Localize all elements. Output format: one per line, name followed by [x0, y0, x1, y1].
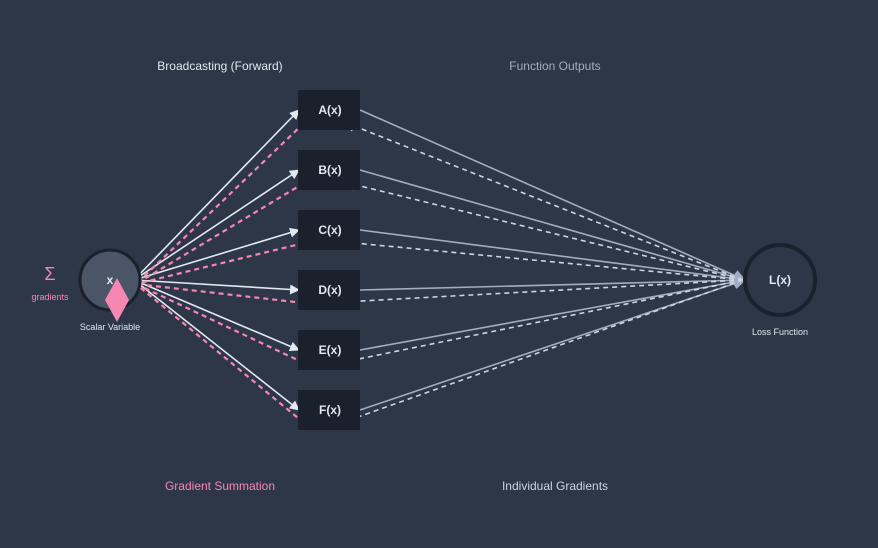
function-node-label: A(x) [318, 103, 341, 117]
gradient-edges [135, 122, 305, 424]
gradient-summation-label: Gradient Summation [165, 479, 275, 493]
backward-edge-fx [343, 279, 744, 424]
function-node-fx: F(x) [298, 390, 360, 430]
function-node-ax: A(x) [298, 90, 360, 130]
broadcasting-label: Broadcasting (Forward) [157, 59, 282, 73]
output-edge-fx [359, 277, 746, 411]
sigma-icon: Σ [44, 264, 55, 284]
output-edge-ex [359, 276, 746, 351]
forward-edges [133, 109, 300, 411]
sum-marker: Σ gradients [31, 264, 69, 302]
forward-edge-ax [133, 109, 300, 281]
sum-marker-caption: gradients [31, 292, 69, 302]
output-edges [359, 109, 746, 411]
output-edge-ax [359, 109, 746, 282]
function-node-box [298, 210, 360, 250]
output-edge-cx [359, 229, 746, 285]
input-node-symbol: x [107, 273, 114, 287]
forward-edge-ex [133, 279, 300, 352]
forward-edge-bx [133, 169, 300, 281]
gradient-edge-bx [135, 182, 305, 285]
function-node-box [298, 390, 360, 430]
function-node-bx: B(x) [298, 150, 360, 190]
forward-edge-cx [133, 227, 300, 281]
function-node-box [298, 330, 360, 370]
function-nodes: A(x) B(x) C(x) D(x) E(x) F(x) [298, 90, 360, 430]
backward-edge-cx [343, 237, 744, 281]
forward-edge-dx [133, 279, 300, 295]
gradient-edge-fx [135, 283, 305, 424]
function-node-label: B(x) [318, 163, 341, 177]
function-node-dx: D(x) [298, 270, 360, 310]
loss-node-symbol: L(x) [769, 273, 791, 287]
function-node-box [298, 150, 360, 190]
function-node-box [298, 270, 360, 310]
backward-edge-ax [343, 120, 744, 281]
input-node: x Scalar Variable [78, 248, 142, 332]
output-edge-bx [359, 169, 746, 283]
function-node-label: D(x) [318, 283, 341, 297]
function-node-cx: C(x) [298, 210, 360, 250]
loss-node-circle [743, 243, 817, 317]
function-outputs-label: Function Outputs [509, 59, 600, 73]
gradient-edge-ax [135, 122, 305, 285]
backward-gradient-edges [343, 120, 744, 424]
function-node-ex: E(x) [298, 330, 360, 370]
function-node-box [298, 90, 360, 130]
function-node-label: F(x) [319, 403, 341, 417]
gradient-edge-cx [135, 241, 305, 286]
function-node-label: C(x) [318, 223, 341, 237]
output-edge-dx [359, 274, 746, 291]
loss-node: L(x) Loss Function [743, 243, 817, 337]
loss-node-caption: Loss Function [752, 327, 808, 337]
individual-gradients-label: Individual Gradients [502, 479, 608, 493]
backward-edge-bx [343, 178, 744, 281]
function-node-label: E(x) [319, 343, 342, 357]
backward-edge-dx [343, 279, 744, 308]
forward-edge-fx [133, 279, 300, 411]
input-node-caption: Scalar Variable [80, 322, 140, 332]
gradient-edge-dx [135, 282, 305, 305]
backward-edge-ex [343, 279, 744, 366]
gradient-accumulator-shape [105, 278, 129, 322]
gradient-edge-ex [135, 283, 305, 364]
